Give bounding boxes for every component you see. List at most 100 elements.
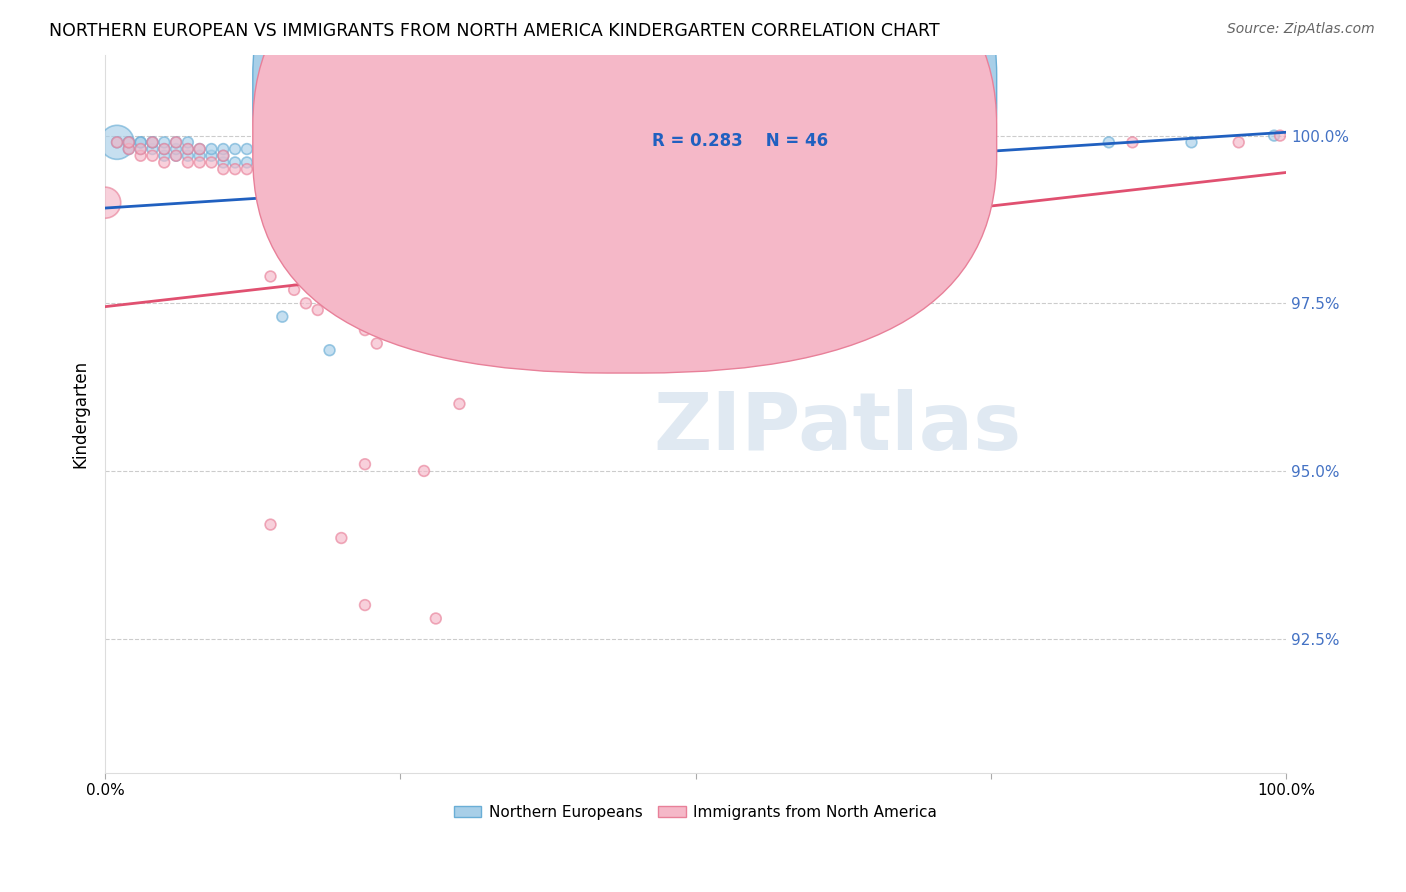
Point xyxy=(188,155,211,169)
Point xyxy=(413,464,436,478)
Point xyxy=(141,142,163,156)
Point xyxy=(224,155,246,169)
Text: R = 0.344    N = 52: R = 0.344 N = 52 xyxy=(652,81,828,99)
Point xyxy=(1227,136,1250,150)
Point xyxy=(236,162,259,177)
Point xyxy=(212,162,235,177)
Point xyxy=(236,142,259,156)
Point xyxy=(153,142,176,156)
Point xyxy=(1180,136,1202,150)
Point xyxy=(129,136,152,150)
Point xyxy=(980,136,1002,150)
Point xyxy=(188,142,211,156)
Point xyxy=(118,142,141,156)
Point xyxy=(118,136,141,150)
Point xyxy=(212,155,235,169)
Point xyxy=(259,169,281,183)
Point xyxy=(177,142,200,156)
Legend: Northern Europeans, Immigrants from North America: Northern Europeans, Immigrants from Nort… xyxy=(449,799,943,826)
Point xyxy=(449,397,471,411)
FancyBboxPatch shape xyxy=(589,66,938,174)
Point xyxy=(165,136,187,150)
Point xyxy=(354,262,377,277)
Text: Source: ZipAtlas.com: Source: ZipAtlas.com xyxy=(1227,22,1375,37)
Point xyxy=(354,323,377,337)
Point xyxy=(295,296,318,310)
Point xyxy=(153,142,176,156)
Point xyxy=(212,142,235,156)
Point xyxy=(1098,136,1121,150)
Point xyxy=(200,155,222,169)
Point xyxy=(247,142,270,156)
Point xyxy=(259,269,281,284)
Point xyxy=(827,136,849,150)
Point xyxy=(389,136,412,150)
FancyBboxPatch shape xyxy=(253,0,997,373)
Point xyxy=(259,149,281,163)
Point xyxy=(118,142,141,156)
Point xyxy=(118,136,141,150)
Point xyxy=(330,229,353,244)
Point xyxy=(377,303,399,318)
Point xyxy=(165,136,187,150)
Text: R = 0.283    N = 46: R = 0.283 N = 46 xyxy=(652,131,828,150)
Point xyxy=(366,336,388,351)
Point xyxy=(330,531,353,545)
Point xyxy=(118,136,141,150)
Point xyxy=(425,136,447,150)
Point xyxy=(318,169,340,183)
Point xyxy=(212,149,235,163)
Point xyxy=(129,142,152,156)
Point xyxy=(129,149,152,163)
Point xyxy=(153,149,176,163)
Point xyxy=(271,162,294,177)
Point xyxy=(129,142,152,156)
Point xyxy=(141,136,163,150)
Point xyxy=(224,142,246,156)
Point xyxy=(236,155,259,169)
Point xyxy=(105,136,128,150)
Point xyxy=(980,136,1002,150)
Point xyxy=(1263,128,1285,143)
Point xyxy=(602,136,624,150)
Point xyxy=(318,343,340,358)
Point xyxy=(177,142,200,156)
Point xyxy=(377,289,399,303)
Y-axis label: Kindergarten: Kindergarten xyxy=(72,359,89,468)
Point xyxy=(105,136,128,150)
Point xyxy=(271,310,294,324)
Point xyxy=(247,162,270,177)
Point xyxy=(224,162,246,177)
Point xyxy=(259,517,281,532)
Point xyxy=(295,176,318,190)
Point xyxy=(141,136,163,150)
Point xyxy=(177,149,200,163)
Point xyxy=(354,598,377,612)
Point xyxy=(129,136,152,150)
Point xyxy=(153,155,176,169)
Point xyxy=(188,149,211,163)
FancyBboxPatch shape xyxy=(253,0,997,323)
Point xyxy=(354,457,377,471)
Point xyxy=(283,283,305,297)
Point xyxy=(212,149,235,163)
Point xyxy=(1268,128,1291,143)
Point xyxy=(165,149,187,163)
Point xyxy=(307,162,329,177)
Point xyxy=(1121,136,1143,150)
Point xyxy=(177,155,200,169)
Point xyxy=(307,303,329,318)
Point xyxy=(200,142,222,156)
Point xyxy=(200,149,222,163)
Point xyxy=(283,176,305,190)
Point xyxy=(247,155,270,169)
Point xyxy=(188,142,211,156)
Point xyxy=(259,162,281,177)
Text: NORTHERN EUROPEAN VS IMMIGRANTS FROM NORTH AMERICA KINDERGARTEN CORRELATION CHAR: NORTHERN EUROPEAN VS IMMIGRANTS FROM NOR… xyxy=(49,22,939,40)
Point xyxy=(141,149,163,163)
Point xyxy=(177,136,200,150)
Point xyxy=(425,611,447,625)
Point xyxy=(94,195,117,210)
Point xyxy=(295,169,318,183)
Point xyxy=(141,136,163,150)
